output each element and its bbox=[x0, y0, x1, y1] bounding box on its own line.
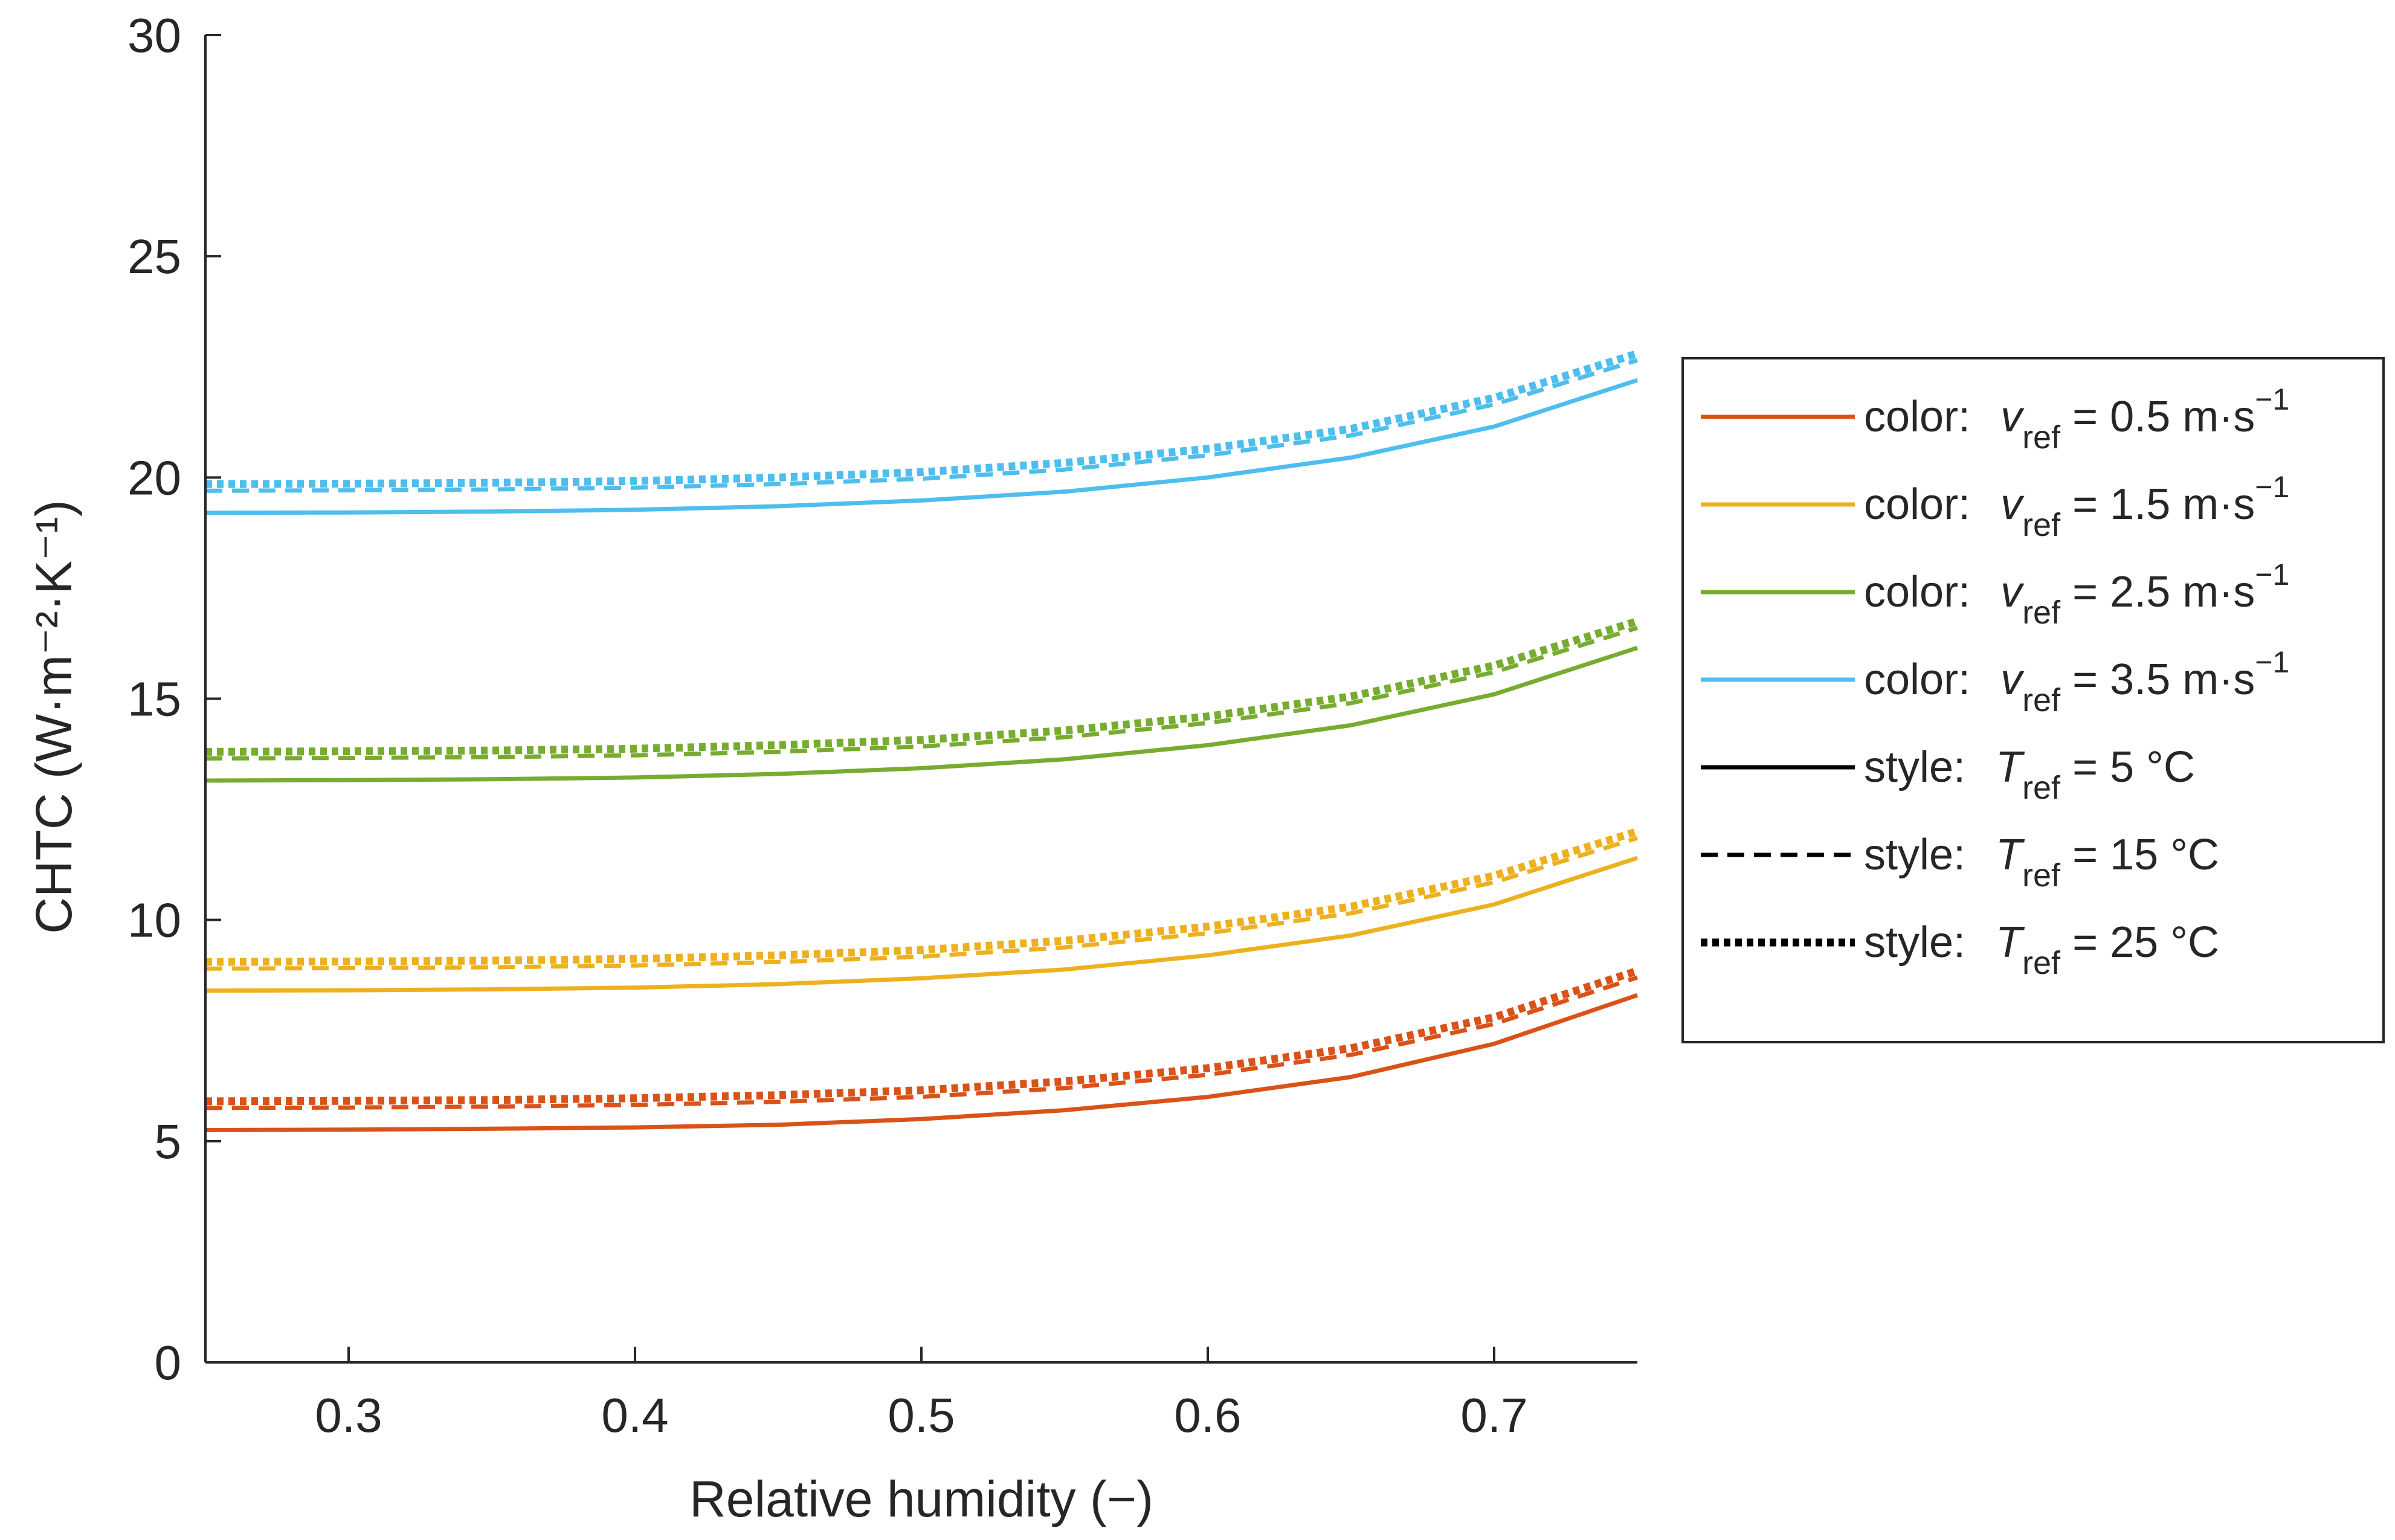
series-line-10 bbox=[205, 378, 1639, 515]
legend-label-5: style: Tref = 5 °C bbox=[1864, 743, 2195, 806]
series-line-8 bbox=[205, 625, 1639, 761]
legend-label-6: style: Tref = 15 °C bbox=[1864, 831, 2219, 894]
series-line-12 bbox=[205, 350, 1639, 488]
legend-label-1: color: vref = 0.5 m·s−1 bbox=[1864, 382, 2289, 456]
axes: 0 5 10 15 20 25 30 0.3 0.4 0.5 0.6 0.7 bbox=[127, 8, 1637, 1442]
y-ticks: 0 5 10 15 20 25 30 bbox=[127, 8, 221, 1390]
x-tick-label: 0.6 bbox=[1174, 1388, 1241, 1442]
y-tick-label: 25 bbox=[127, 230, 181, 283]
y-tick-label: 10 bbox=[127, 894, 181, 947]
legend: color: vref = 0.5 m·s−1 color: vref = 1.5 m… bbox=[1681, 357, 2385, 1043]
legend-label-7: style: Tref = 25 °C bbox=[1864, 918, 2219, 981]
series-line-6 bbox=[205, 827, 1639, 966]
x-tick-label: 0.3 bbox=[315, 1388, 382, 1442]
y-tick-label: 30 bbox=[127, 8, 181, 62]
series-line-5 bbox=[205, 836, 1639, 971]
series-line-2 bbox=[205, 975, 1639, 1110]
series-lines bbox=[205, 350, 1639, 1132]
legend-label-4: color: vref = 3.5 m·s−1 bbox=[1864, 645, 2289, 718]
y-tick-label: 20 bbox=[127, 451, 181, 504]
series-line-7 bbox=[205, 645, 1639, 783]
x-axis-title: Relative humidity (−) bbox=[689, 1471, 1153, 1527]
legend-label-3: color: vref = 2.5 m·s−1 bbox=[1864, 558, 2289, 631]
y-tick-label: 15 bbox=[127, 672, 181, 726]
x-tick-label: 0.4 bbox=[601, 1388, 668, 1442]
y-tick-label: 0 bbox=[155, 1336, 182, 1390]
series-line-1 bbox=[205, 993, 1639, 1132]
x-tick-label: 0.5 bbox=[888, 1388, 955, 1442]
y-tick-label: 5 bbox=[155, 1115, 182, 1168]
series-line-4 bbox=[205, 855, 1639, 993]
legend-label-2: color: vref = 1.5 m·s−1 bbox=[1864, 470, 2289, 543]
x-tick-label: 0.7 bbox=[1460, 1388, 1527, 1442]
legend-box bbox=[1681, 357, 2385, 1043]
series-line-9 bbox=[205, 617, 1639, 756]
series-line-11 bbox=[205, 358, 1639, 493]
series-line-3 bbox=[205, 967, 1639, 1106]
y-axis-title: CHTC (W·m⁻²·K⁻¹) bbox=[25, 500, 82, 933]
x-ticks: 0.3 0.4 0.5 0.6 0.7 bbox=[315, 1347, 1528, 1442]
